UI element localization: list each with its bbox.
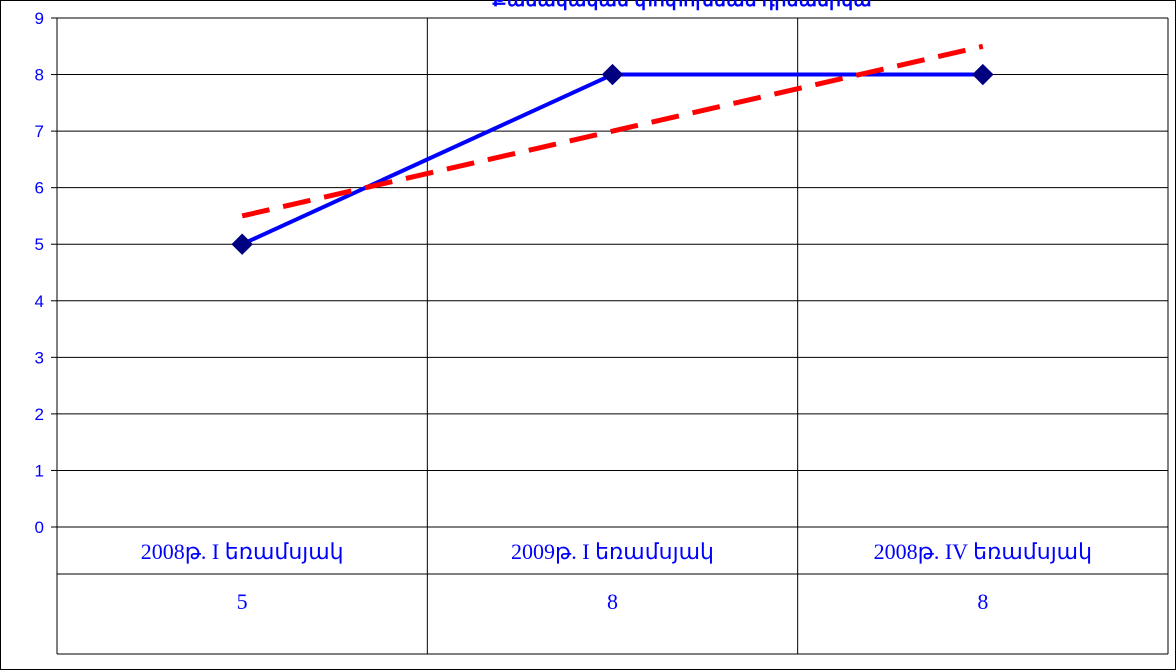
- x-category-label: 2009թ. I եռամսյակ: [511, 539, 714, 564]
- chart-title: Քանակական փոփոխման դինամիկա: [492, 0, 871, 11]
- data-table-value: 8: [977, 589, 988, 614]
- y-tick-label: 2: [35, 405, 44, 424]
- x-category-label: 2008թ. I եռամսյակ: [141, 539, 344, 564]
- y-tick-label: 6: [35, 179, 44, 198]
- y-tick-label: 3: [35, 348, 44, 367]
- y-tick-label: 7: [35, 122, 44, 141]
- y-tick-label: 1: [35, 461, 44, 480]
- y-tick-label: 5: [35, 235, 44, 254]
- data-point-marker: [601, 63, 624, 86]
- data-table-value: 8: [607, 589, 618, 614]
- x-category-label: 2008թ. IV եռամսյակ: [874, 539, 1092, 564]
- series-line: [241, 72, 983, 247]
- y-tick-label: 0: [35, 518, 44, 537]
- y-tick-label: 4: [35, 292, 44, 311]
- data-point-marker: [231, 233, 253, 255]
- y-tick-label: 9: [35, 9, 44, 28]
- data-table-value: 5: [237, 589, 248, 614]
- y-tick-label: 8: [35, 66, 44, 85]
- trendline: [241, 43, 984, 219]
- data-point-marker: [972, 63, 994, 86]
